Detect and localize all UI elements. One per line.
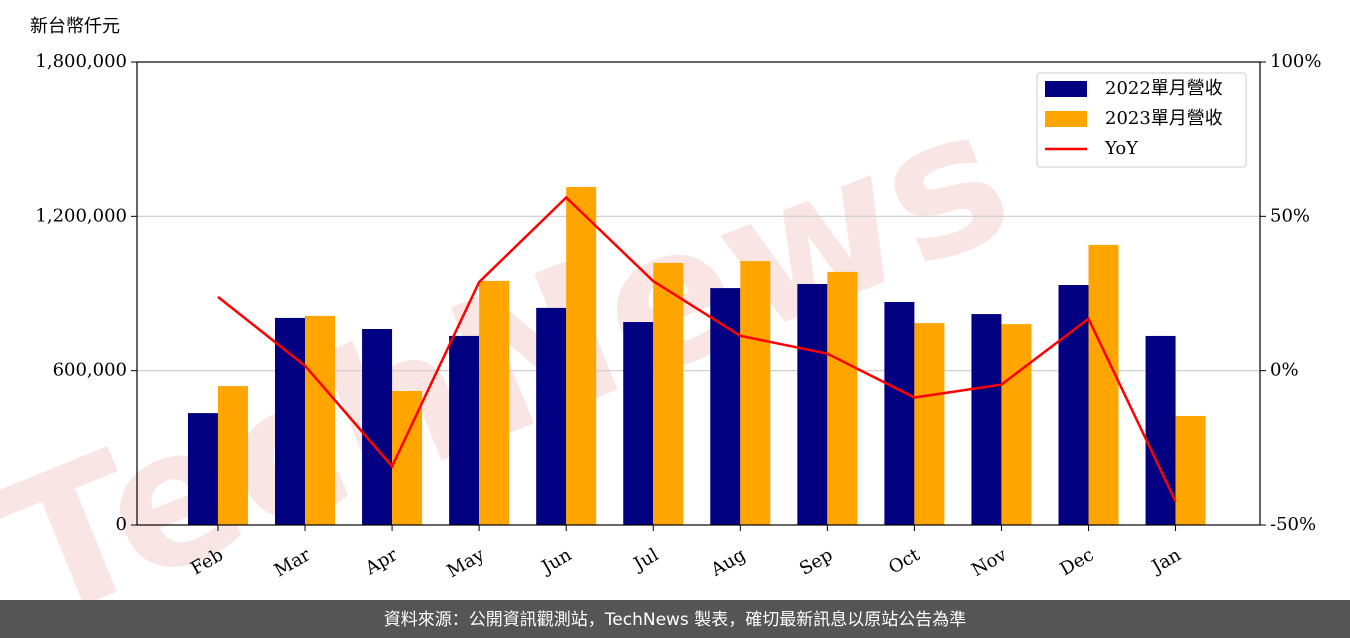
bar: [797, 283, 828, 525]
bar: [740, 261, 771, 525]
x-tick-label: Jan: [1147, 544, 1185, 578]
bar: [1058, 285, 1089, 525]
line: [217, 195, 1177, 502]
y-tick-label: 600,000: [53, 360, 127, 381]
x-tick-label: Apr: [361, 544, 401, 579]
bar: [362, 328, 393, 525]
bar: [1001, 324, 1032, 525]
bar: [1175, 415, 1206, 525]
bar: [1145, 335, 1176, 525]
y2-tick-label: -50%: [1270, 514, 1316, 535]
bar: [566, 187, 597, 525]
bar: [1088, 244, 1119, 525]
bar: [710, 288, 741, 525]
bar: [653, 262, 684, 525]
x-tick-label: Jul: [629, 544, 663, 576]
bar: [275, 317, 306, 525]
x-tick-label: Dec: [1057, 544, 1098, 580]
bar: [971, 314, 1002, 525]
legend-box: [1036, 72, 1247, 168]
footer: 資料來源：公開資訊觀測站，TechNews 製表，確切最新訊息以原站公告為準: [384, 610, 966, 630]
legend-swatch: [1045, 81, 1087, 97]
watermark: TechNews: [0, 63, 1038, 638]
footer-bar: [0, 600, 1350, 638]
y2-tick-label: 0%: [1270, 360, 1299, 381]
y-tick-label: 0: [116, 514, 127, 535]
x-tick-label: Nov: [968, 544, 1011, 581]
legend-label: YoY: [1104, 138, 1139, 159]
legend-label: 2023單月營收: [1105, 108, 1223, 129]
bar: [449, 335, 480, 525]
y-axis-label: 新台幣仟元: [30, 16, 120, 37]
y2-tick-label: 100%: [1270, 51, 1321, 72]
y-tick-label: 1,200,000: [35, 205, 127, 226]
y2-tick-label: 50%: [1270, 205, 1310, 226]
bar: [305, 315, 336, 525]
legend-swatch: [1045, 111, 1087, 127]
bar: [884, 301, 915, 525]
legend-label: 2022單月營收: [1105, 78, 1223, 99]
bar: [623, 322, 654, 525]
x-tick-label: Oct: [885, 544, 924, 579]
bar: [217, 386, 248, 525]
x-tick-label: May: [444, 544, 489, 582]
bar: [479, 280, 510, 525]
bar: [914, 323, 945, 525]
y-tick-label: 1,800,000: [35, 51, 127, 72]
x-tick-label: Sep: [796, 544, 836, 579]
x-tick-label: Aug: [707, 544, 750, 581]
bar: [536, 307, 567, 525]
bar: [187, 413, 218, 525]
plot-frame: [136, 61, 1261, 526]
x-tick-label: Jun: [537, 544, 576, 579]
bar: [827, 271, 858, 525]
